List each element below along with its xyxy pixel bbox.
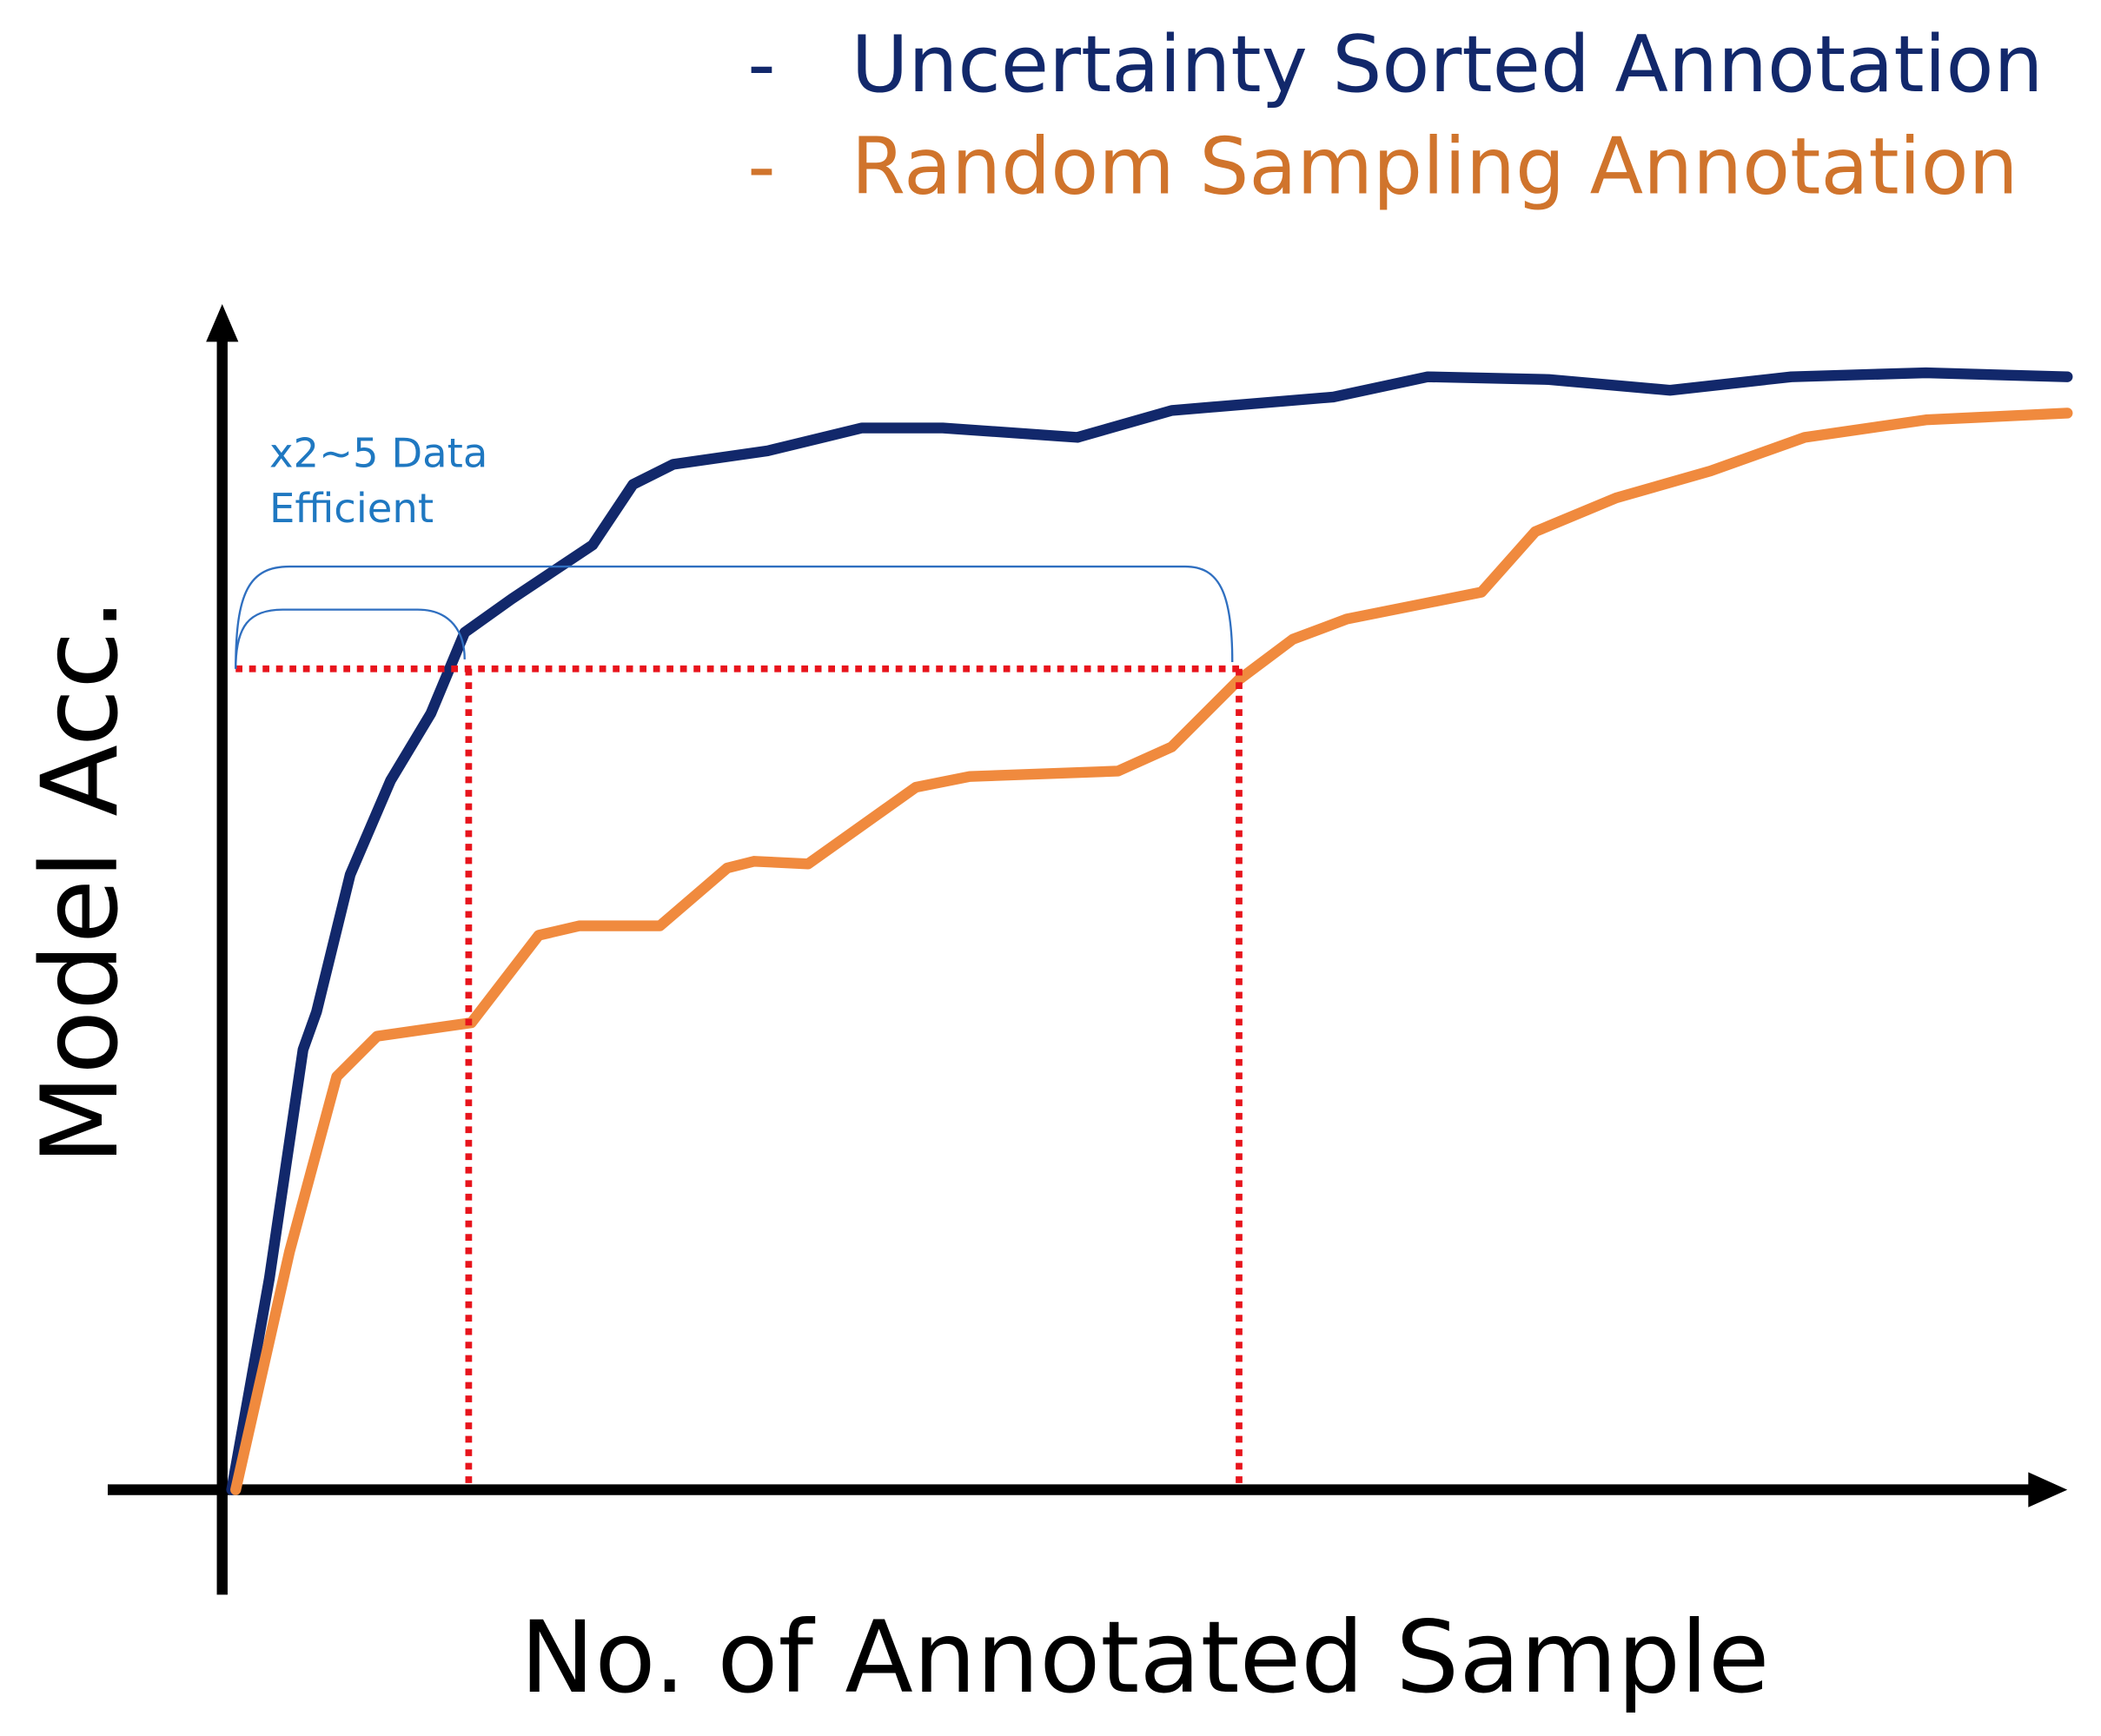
random-curve [230,407,2073,1495]
uncertainty-curve [226,367,2073,1495]
annotation: x2~5 Data [269,430,487,477]
brace [235,608,466,669]
x-axis-arrow [2028,1472,2068,1507]
guides [235,665,1243,1488]
legend-marker: - [747,20,775,110]
annotation: Efficient [269,485,434,532]
x-axis-label: No. of Annotated Sample [520,1600,1770,1716]
legend-label: Random Sampling Annotation [852,123,2018,213]
y-axis-label: Model Acc. [19,598,142,1165]
legend-marker: - [747,123,775,213]
brace [235,565,1234,669]
y-axis-arrow [206,304,239,342]
legend-label: Uncertainty Sorted Annotation [852,20,2044,110]
